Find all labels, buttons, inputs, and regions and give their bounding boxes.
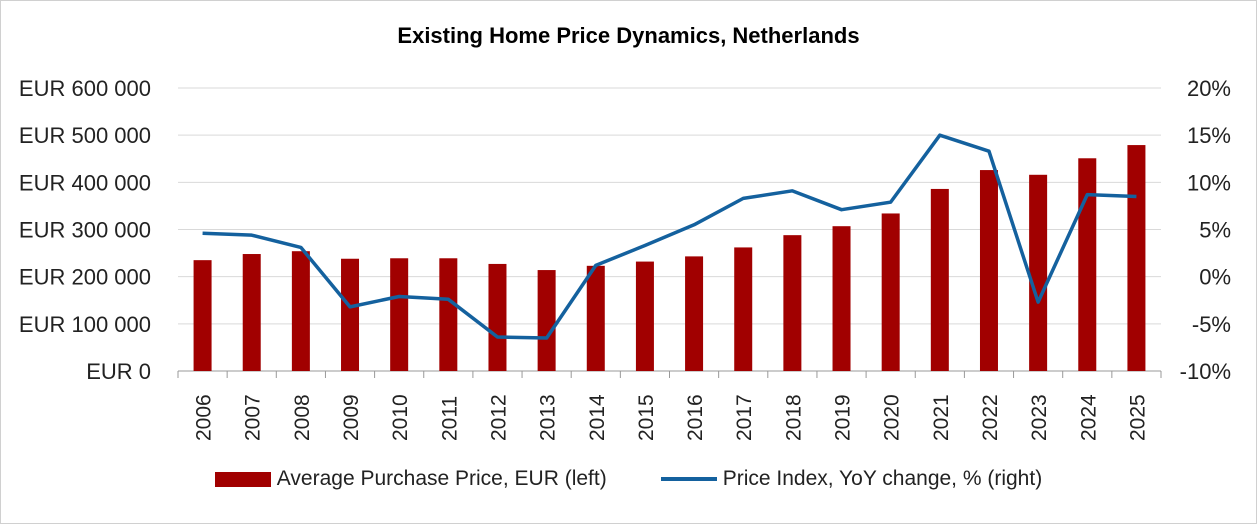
bar — [1127, 145, 1146, 371]
y-left-tick-label: EUR 500 000 — [19, 123, 151, 148]
legend-label-bars: Average Purchase Price, EUR (left) — [276, 467, 607, 490]
bar — [979, 170, 998, 371]
bar — [1078, 158, 1097, 371]
y-right-tick-label: 0% — [1199, 265, 1231, 290]
y-right-tick-label: -5% — [1192, 312, 1231, 337]
legend-item-line: Price Index, YoY change, % (right) — [660, 467, 1043, 491]
x-tick-label: 2007 — [242, 394, 265, 441]
x-tick-label: 2014 — [586, 394, 609, 441]
legend-item-bars: Average Purchase Price, EUR (left) — [214, 467, 607, 491]
bar — [488, 263, 507, 371]
x-tick-label: 2023 — [1028, 394, 1051, 441]
y-left-tick-label: EUR 600 000 — [19, 76, 151, 101]
bar — [242, 254, 261, 371]
x-tick-label: 2016 — [684, 394, 707, 441]
bar — [783, 235, 802, 371]
x-tick-label: 2017 — [733, 394, 756, 441]
bar — [291, 251, 310, 371]
y-right-tick-label: 20% — [1187, 76, 1231, 101]
bar — [734, 247, 753, 371]
x-tick-label: 2021 — [930, 394, 953, 441]
y-left-tick-label: EUR 0 — [86, 359, 151, 384]
bar — [390, 258, 409, 371]
legend-swatch-line — [660, 477, 717, 481]
chart-title: Existing Home Price Dynamics, Netherland… — [397, 23, 860, 48]
x-tick-label: 2015 — [635, 394, 658, 441]
x-tick-label: 2018 — [782, 394, 805, 441]
bar — [1029, 174, 1048, 371]
x-tick-label: 2020 — [881, 394, 904, 441]
bar — [439, 258, 458, 371]
x-tick-label: 2012 — [487, 394, 510, 441]
bar — [635, 261, 654, 371]
bar — [586, 265, 605, 371]
y-right-tick-label: -10% — [1180, 359, 1231, 384]
bar — [685, 256, 704, 371]
series-line — [202, 133, 1137, 340]
y-right-tick-label: 10% — [1187, 170, 1231, 195]
x-tick-label: 2010 — [389, 394, 412, 441]
y-left-tick-label: EUR 300 000 — [19, 218, 151, 243]
bar — [832, 226, 851, 371]
y-left-tick-label: EUR 200 000 — [19, 265, 151, 290]
bar — [193, 260, 212, 371]
x-tick-label: 2009 — [340, 394, 363, 441]
x-tick-label: 2024 — [1077, 394, 1100, 441]
chart-legend: Average Purchase Price, EUR (left) Price… — [1, 467, 1256, 491]
bar — [930, 188, 949, 371]
y-right-tick-label: 5% — [1199, 218, 1231, 243]
bar — [341, 258, 360, 371]
y-left-tick-label: EUR 400 000 — [19, 170, 151, 195]
x-tick-label: 2019 — [832, 394, 855, 441]
x-tick-label: 2006 — [193, 394, 216, 441]
bar — [881, 213, 900, 371]
legend-swatch-bar — [214, 471, 271, 487]
x-tick-label: 2022 — [979, 394, 1002, 441]
y-left-tick-label: EUR 100 000 — [19, 312, 151, 337]
y-right-tick-label: 15% — [1187, 123, 1231, 148]
x-tick-label: 2011 — [438, 396, 461, 441]
x-tick-label: 2008 — [291, 394, 314, 441]
x-tick-label: 2013 — [537, 394, 560, 441]
bar — [537, 270, 556, 371]
chart-plot: EUR 0 -10% EUR 100 000 -5% EUR 200 000 0% EUR … — [19, 76, 1231, 441]
x-tick-label: 2025 — [1126, 394, 1149, 441]
legend-label-line: Price Index, YoY change, % (right) — [722, 467, 1043, 490]
